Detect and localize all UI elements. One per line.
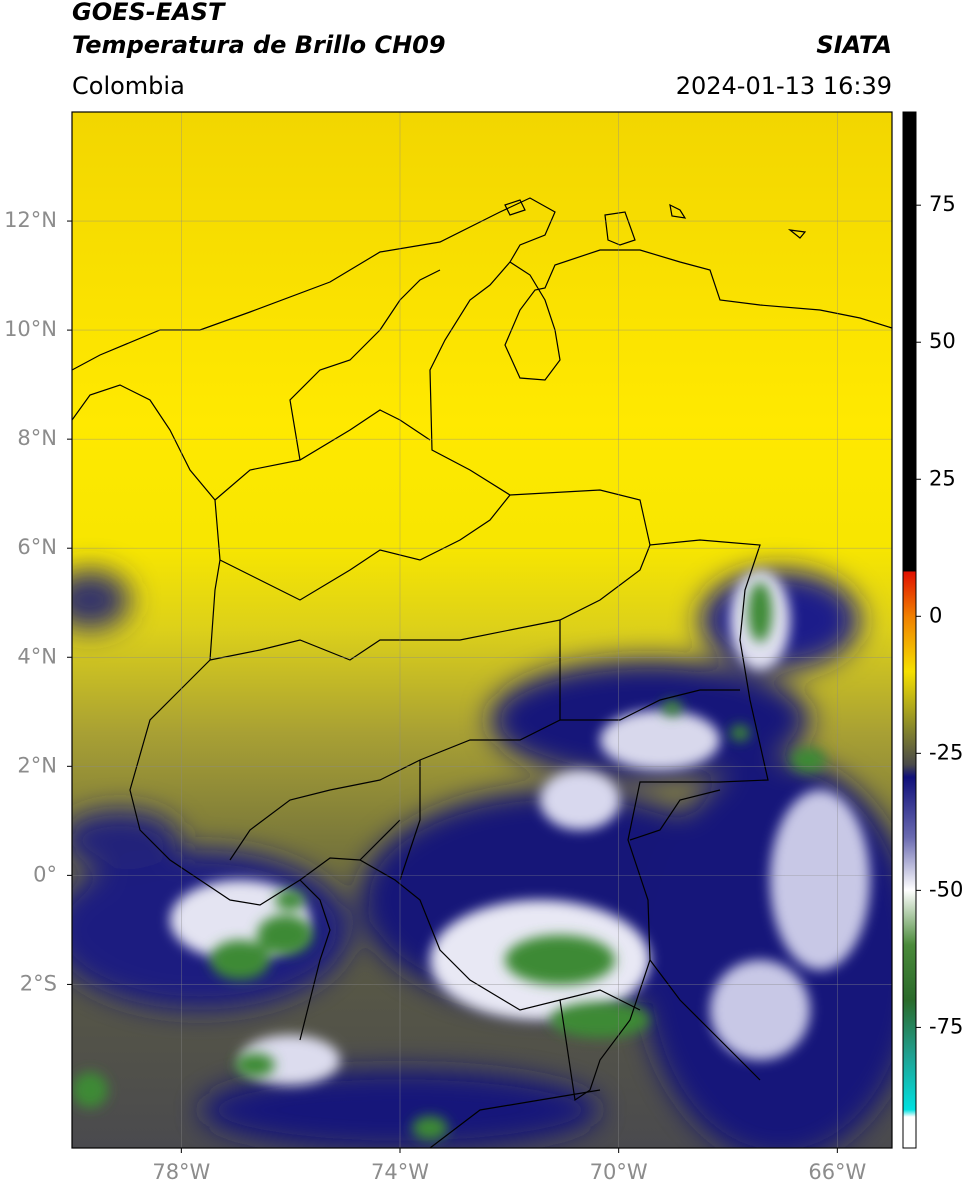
y-tick-label: 4°N [17,644,57,668]
y-tick-label: 12°N [4,208,57,232]
colorbar-tick-label: -50 [929,877,963,901]
colorbar-tick-label: 50 [929,329,956,353]
y-tick-label: 0° [33,862,57,886]
x-tick-label: 66°W [808,1160,866,1184]
colorbar [902,111,917,1149]
satellite-image [72,112,892,1148]
datetime: 2024-01-13 16:39 [676,72,892,100]
y-tick-label: 6°N [17,535,57,559]
region: Colombia [72,72,185,100]
y-tick-label: 10°N [4,317,57,341]
title: GOES-EAST [72,0,226,26]
source: SIATA [816,31,892,59]
title: Temperatura de Brillo CH09 [72,31,446,59]
colorbar-tick-label: 75 [929,192,956,216]
x-tick-label: 78°W [152,1160,210,1184]
y-tick-label: 2°S [20,971,57,995]
x-tick-label: 74°W [371,1160,429,1184]
x-tick-label: 70°W [590,1160,648,1184]
y-tick-label: 2°N [17,753,57,777]
colorbar-tick-label: 25 [929,466,956,490]
colorbar-tick-label: 0 [929,603,942,627]
colorbar-tick-label: -25 [929,740,963,764]
map-frame [71,111,893,1149]
y-tick-label: 8°N [17,426,57,450]
colorbar-tick-label: -75 [929,1014,963,1038]
